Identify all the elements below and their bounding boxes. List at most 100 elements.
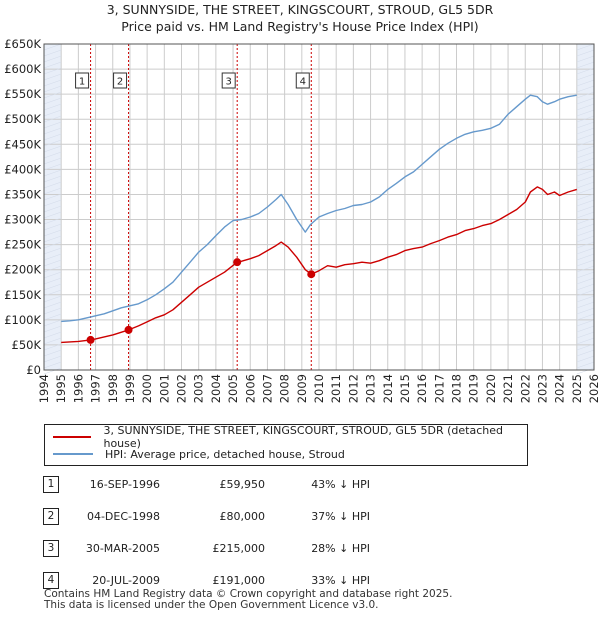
sale-marker-label: 4 (300, 77, 306, 88)
shaded-hatch-0 (43, 205, 62, 213)
shaded-hatch-1 (576, 289, 595, 297)
shaded-hatch-1 (576, 133, 595, 141)
shaded-hatch-0 (43, 211, 62, 219)
transaction-hpi-diff: 33% ↓ HPI (311, 574, 370, 587)
shaded-hatch-1 (576, 223, 595, 231)
shaded-hatch-1 (576, 271, 595, 279)
x-tick-label: 2007 (260, 374, 274, 403)
shaded-hatch-1 (576, 187, 595, 195)
shaded-hatch-1 (576, 211, 595, 219)
x-tick-label: 2012 (346, 374, 360, 403)
x-tick-label: 2014 (381, 374, 395, 403)
x-tick-label: 2020 (484, 374, 498, 403)
hpi-line (61, 94, 577, 323)
footer-copyright: Contains HM Land Registry data © Crown c… (44, 588, 453, 600)
y-tick-label: £0 (26, 363, 41, 377)
price-line (61, 186, 578, 344)
shaded-hatch-1 (576, 85, 595, 93)
shaded-hatch-0 (43, 229, 62, 237)
x-tick-label: 2016 (415, 374, 429, 403)
shaded-hatch-1 (576, 55, 595, 63)
shaded-hatch-0 (43, 169, 62, 177)
shaded-hatch-0 (43, 223, 62, 231)
footer: Contains HM Land Registry data © Crown c… (44, 589, 452, 611)
shaded-hatch-1 (576, 193, 595, 201)
legend-label-price: 3, SUNNYSIDE, THE STREET, KINGSCOURT, ST… (103, 424, 503, 450)
shaded-hatch-0 (43, 73, 62, 81)
shaded-hatch-0 (43, 265, 62, 273)
shaded-hatch-1 (576, 73, 595, 81)
chart-title: 3, SUNNYSIDE, THE STREET, KINGSCOURT, ST… (106, 2, 494, 17)
x-tick-label: 2003 (192, 374, 206, 403)
transaction-hpi-diff: 37% ↓ HPI (311, 510, 370, 523)
shaded-hatch-0 (43, 361, 62, 369)
footer-licence: This data is licensed under the Open Gov… (44, 599, 379, 611)
transaction-number: 1 (43, 476, 59, 493)
shaded-hatch-0 (43, 193, 62, 201)
x-tick-label: 2008 (278, 374, 292, 403)
shaded-hatch-1 (576, 151, 595, 159)
shaded-hatch-0 (43, 283, 62, 291)
shaded-hatch-0 (43, 175, 62, 183)
y-tick-label: £100K (4, 313, 41, 327)
y-tick-label: £650K (4, 37, 41, 51)
x-tick-label: 2000 (140, 374, 154, 403)
shaded-hatch-1 (576, 181, 595, 189)
legend-swatch-price (53, 436, 92, 438)
shaded-hatch-1 (576, 313, 595, 321)
shaded-hatch-0 (43, 349, 62, 357)
x-tick-label: 2021 (501, 374, 515, 403)
shaded-hatch-0 (43, 295, 62, 303)
x-tick-label: 2017 (432, 374, 446, 403)
shaded-hatch-0 (43, 55, 62, 63)
transaction-date: 30-MAR-2005 (85, 542, 160, 555)
transaction-price: £215,000 (212, 542, 266, 555)
legend-label-hpi: HPI: Average price, detached house, Stro… (105, 447, 345, 461)
transaction-number: 3 (43, 540, 59, 557)
shaded-hatch-0 (43, 61, 62, 69)
transaction-number: 4 (43, 572, 59, 589)
x-tick-label: 1997 (89, 374, 103, 403)
x-tick-label: 2018 (450, 374, 464, 403)
x-tick-label: 2002 (175, 374, 189, 403)
x-tick-label: 2015 (398, 374, 412, 403)
shaded-hatch-0 (43, 115, 62, 123)
y-tick-label: £250K (4, 238, 41, 252)
shaded-hatch-1 (576, 121, 595, 129)
shaded-hatch-0 (43, 121, 62, 129)
shaded-hatch-1 (576, 319, 595, 327)
shaded-hatch-0 (43, 133, 62, 141)
shaded-hatch-1 (576, 349, 595, 357)
shaded-hatch-0 (43, 181, 62, 189)
x-tick-label: 2026 (587, 374, 600, 403)
y-tick-label: £200K (4, 263, 41, 277)
transaction-date: 20-JUL-2009 (92, 574, 160, 587)
shaded-hatch-0 (43, 49, 62, 57)
y-tick-label: £150K (4, 288, 41, 302)
shaded-hatch-1 (576, 79, 595, 87)
x-tick-label: 1994 (37, 374, 51, 403)
shaded-hatch-1 (576, 61, 595, 69)
y-tick-label: £600K (4, 62, 41, 76)
shaded-hatch-0 (43, 235, 62, 243)
shaded-hatch-1 (576, 145, 595, 153)
price-chart: 1 2 3 4 £0 £50K £100K £150K £200K £250K £300K £350K… (4, 37, 600, 403)
shaded-hatch-0 (43, 79, 62, 87)
table-row: 1 16-SEP-1996 £59,950 43% ↓ HPI (0, 474, 600, 498)
shaded-hatch-1 (576, 163, 595, 171)
shaded-hatch-0 (43, 43, 62, 51)
shaded-hatch-0 (43, 319, 62, 327)
shaded-hatch-1 (576, 67, 595, 75)
shaded-hatch-1 (576, 235, 595, 243)
shaded-hatch-0 (43, 151, 62, 159)
table-row: 2 04-DEC-1998 £80,000 37% ↓ HPI (0, 506, 600, 530)
shaded-hatch-1 (576, 283, 595, 291)
shaded-hatch-1 (576, 205, 595, 213)
shaded-hatch-1 (576, 157, 595, 165)
shaded-hatch-0 (43, 367, 62, 375)
x-tick-label: 2005 (226, 374, 240, 403)
sale-marker-label: 3 (226, 77, 232, 88)
shaded-hatch-0 (43, 343, 62, 351)
shaded-hatch-1 (576, 259, 595, 267)
shaded-hatch-0 (43, 145, 62, 153)
